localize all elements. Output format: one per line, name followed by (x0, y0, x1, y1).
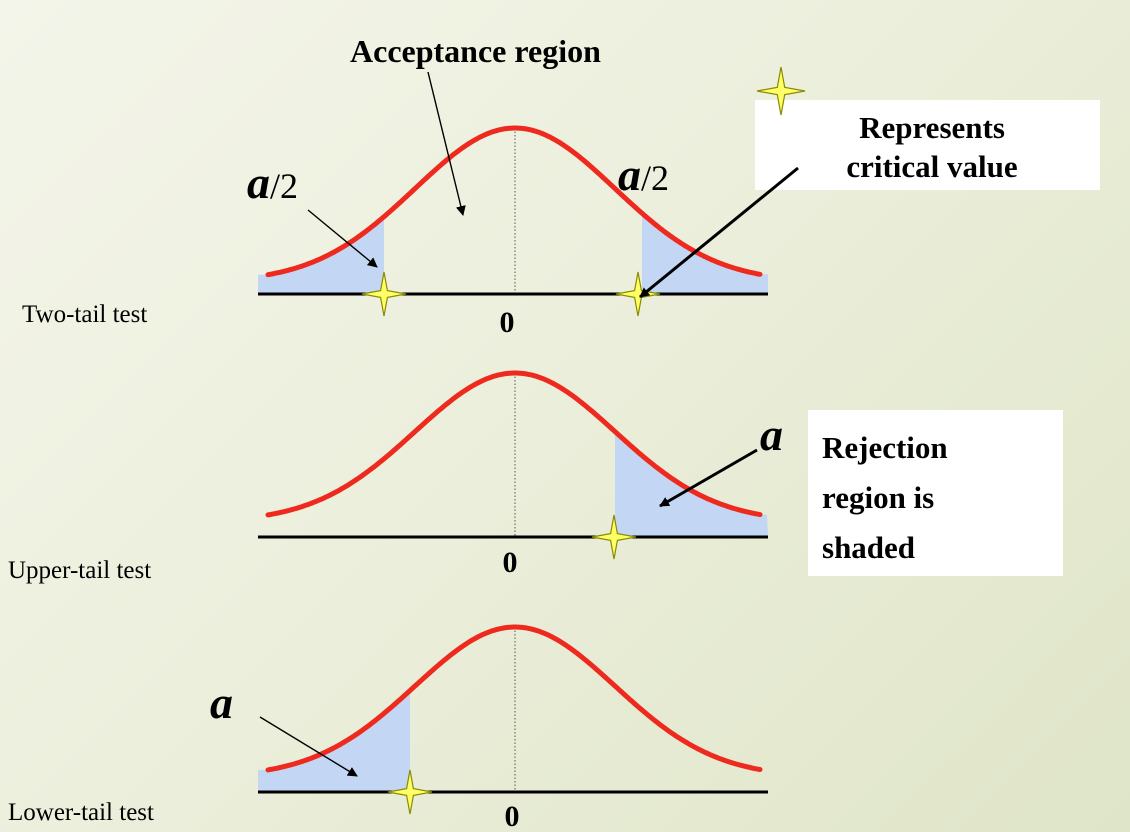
bell-curve (265, 370, 763, 518)
acceptance-region-label: Acceptance region (350, 33, 601, 69)
rejection-text-line1: Rejection (822, 430, 948, 465)
two-tail-test-label: Two-tail test (22, 301, 147, 328)
lower-tail-panel (258, 624, 768, 815)
two-tail-left-alpha: a/2 (247, 157, 298, 208)
rejection-region-shade (615, 431, 768, 537)
upper-tail-panel (258, 370, 768, 560)
rejection-region-shade (258, 690, 410, 792)
two-tail-panel (258, 125, 768, 317)
rejection-region-shade (258, 216, 384, 294)
upper-tail-test-label: Upper-tail test (8, 557, 151, 584)
critical-value-text-line1: Represents (859, 110, 1005, 145)
rejection-text-line2: region is (822, 480, 934, 515)
left-alpha-half-arrow (307, 209, 378, 268)
bell-curve (265, 624, 763, 773)
rejection-region-box (808, 410, 1063, 576)
critical-value-arrow (639, 166, 799, 299)
lower-alpha-arrow (259, 716, 358, 777)
two-tail-zero: 0 (500, 306, 515, 339)
critical-value-star-icon (387, 769, 433, 815)
critical-value-text-line2: critical value (846, 149, 1017, 184)
two-tail-right-alpha: a/2 (618, 149, 669, 200)
lower-tail-zero: 0 (505, 800, 520, 832)
critical-value-star-icon (361, 271, 407, 317)
critical-value-legend-star-icon (756, 66, 806, 116)
bell-curve (265, 125, 763, 278)
lower-tail-test-label: Lower-tail test (8, 799, 154, 826)
upper-tail-alpha: a (760, 409, 783, 460)
rejection-region-shade (642, 213, 768, 294)
rejection-region-arrow (659, 448, 758, 508)
acceptance-arrow (427, 71, 466, 216)
lower-tail-alpha: a (210, 677, 233, 728)
critical-value-star-icon (591, 514, 637, 560)
critical-value-box (755, 100, 1100, 190)
rejection-text-line3: shaded (822, 530, 915, 565)
upper-tail-zero: 0 (503, 546, 518, 579)
